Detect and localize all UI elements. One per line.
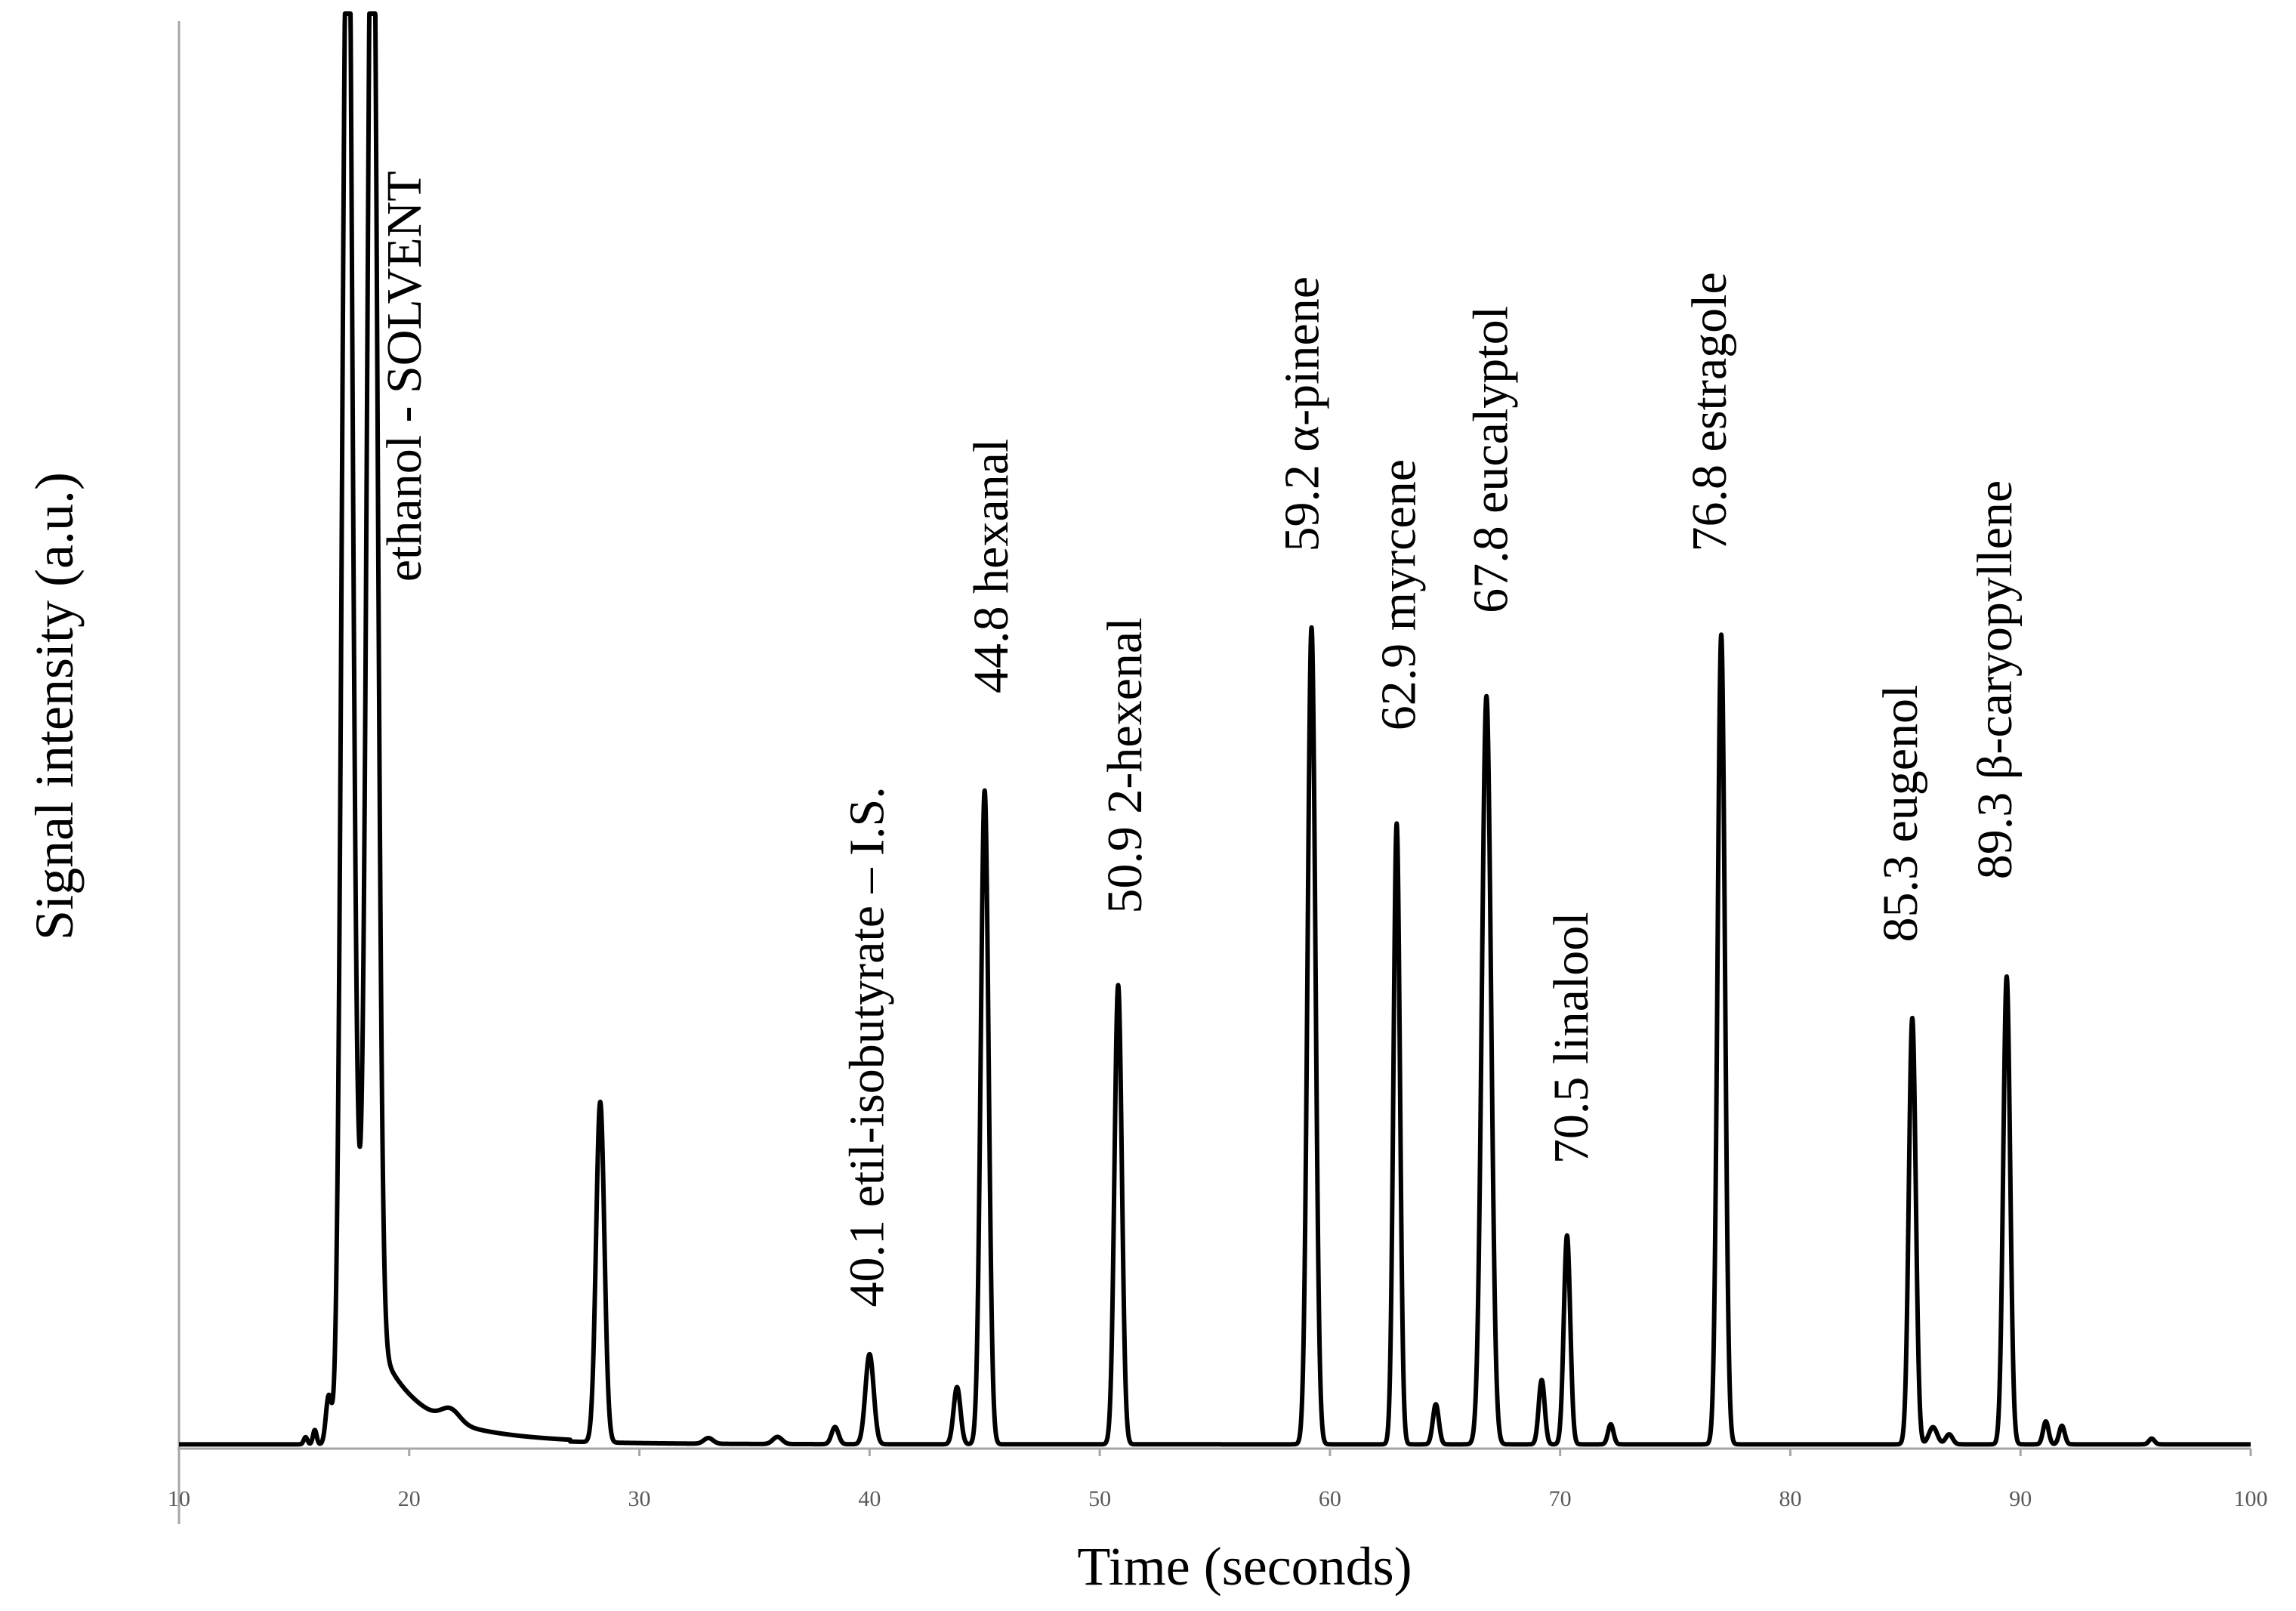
- peak-label: ethanol - SOLVENT: [377, 171, 432, 582]
- peak-label: 85.3 eugenol: [1873, 685, 1928, 943]
- y-axis-title: Signal intensity (a.u.): [24, 472, 85, 940]
- x-tick-label: 100: [2234, 1486, 2268, 1511]
- x-tick-label: 80: [1779, 1486, 1801, 1511]
- peak-label: 50.9 2-hexenal: [1097, 617, 1153, 913]
- x-tick-label: 90: [2009, 1486, 2032, 1511]
- peak-label: 67.8 eucalyptol: [1464, 306, 1519, 613]
- peak-label: 44.8 hexanal: [964, 439, 1019, 693]
- x-axis-title: Time (seconds): [1077, 1536, 1412, 1597]
- peak-label: 62.9 myrcene: [1372, 459, 1427, 730]
- peak-label: 40.1 etil-isobutyrate – I.S.: [840, 786, 895, 1307]
- x-tick-label: 60: [1319, 1486, 1341, 1511]
- x-tick-label: 40: [858, 1486, 881, 1511]
- x-tick-label: 10: [168, 1486, 190, 1511]
- peak-label: 76.8 estragole: [1682, 272, 1737, 551]
- x-tick-label: 20: [398, 1486, 421, 1511]
- peak-label: 89.3 β-caryopyllene: [1967, 480, 2023, 879]
- peak-label: 70.5 linalool: [1544, 912, 1599, 1164]
- peak-annotations: ethanol - SOLVENT 40.1 etil-isobutyrate –…: [377, 171, 2023, 1307]
- peak-label: 59.2 α-pinene: [1275, 276, 1330, 551]
- x-tick-label: 30: [628, 1486, 651, 1511]
- x-tick-label: 70: [1549, 1486, 1572, 1511]
- x-tick-label: 50: [1088, 1486, 1111, 1511]
- x-axis-ticks: 10 20 30 40 50 60 70 80 90 100: [168, 1449, 2268, 1511]
- signal-trace: [177, 11, 2253, 1447]
